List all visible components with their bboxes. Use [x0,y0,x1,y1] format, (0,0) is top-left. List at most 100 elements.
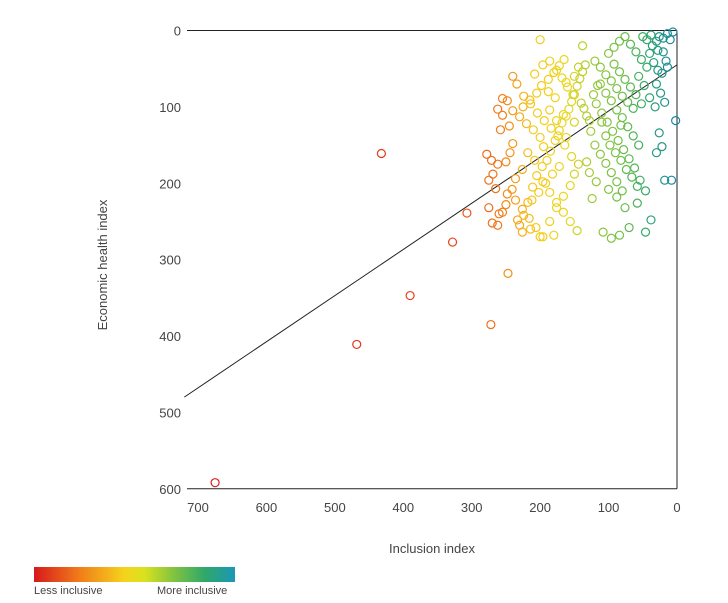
x-tick-label: 700 [187,500,209,515]
data-point [352,339,362,350]
data-point [586,126,596,136]
data-point [558,207,569,217]
data-point [601,131,611,141]
data-point [616,155,626,165]
data-point [551,203,562,213]
y-tick-label: 500 [159,405,181,420]
data-point [545,187,555,198]
data-point [606,233,616,243]
data-point [657,141,667,152]
x-tick-label: 200 [529,500,551,515]
data-point [588,90,599,100]
data-point [617,91,627,101]
data-point [537,161,547,172]
data-point [620,32,630,42]
data-point [634,71,644,81]
data-point [636,54,647,65]
data-point [210,478,220,488]
data-point [623,97,633,107]
data-point [624,154,634,164]
data-point [508,71,518,81]
data-point [614,67,625,77]
data-point [587,193,597,204]
data-point [606,96,616,106]
data-point [577,41,588,51]
data-point [610,148,621,158]
x-tick-label: 500 [324,500,346,515]
data-point [561,77,571,88]
data-point [646,30,656,40]
data-point [517,227,527,237]
data-point [651,79,662,89]
data-point [654,128,664,138]
data-point [572,81,582,91]
data-point [541,178,551,188]
data-point [582,157,592,167]
data-point [558,191,569,201]
data-point [508,106,518,116]
data-point [503,268,513,278]
data-point [543,74,553,84]
data-point [524,213,534,223]
data-point [519,91,529,101]
data-point [609,42,619,52]
data-point [528,182,538,192]
data-point [545,56,555,66]
data-point [525,99,536,109]
data-point [523,148,533,158]
data-point [497,110,508,120]
data-point [510,195,521,205]
data-point [666,175,677,185]
data-point [539,116,549,126]
data-point [601,158,611,169]
data-point [572,226,582,236]
x-tick-label: 0 [673,500,680,515]
data-point [462,208,472,218]
data-point [562,82,573,92]
data-point [634,140,644,150]
data-point [649,57,659,68]
data-point [504,121,514,131]
y-tick-label: 100 [159,100,181,115]
data-point [543,87,553,97]
data-point [554,125,564,136]
data-point [640,227,651,237]
data-point [545,105,555,115]
data-point [527,195,537,205]
data-point [579,103,589,114]
data-point [609,59,619,69]
data-point [617,112,627,123]
data-point [636,99,647,109]
data-point [565,216,575,227]
color-scale-legend [34,567,235,582]
data-point [624,222,634,233]
data-point [593,80,603,91]
data-point [535,35,545,45]
data-point [565,180,575,191]
data-point [595,62,605,72]
data-point [517,204,527,214]
data-point [639,80,649,91]
data-point [619,145,629,155]
data-point [573,159,584,169]
data-point [538,232,548,242]
data-point [538,141,549,152]
data-point [590,56,600,66]
data-point [521,119,532,129]
data-point [549,230,559,240]
data-point [660,97,670,107]
data-point [493,104,503,114]
data-point [612,192,622,202]
data-point [640,186,651,196]
data-point [561,132,571,143]
data-point [557,118,567,128]
data-point [660,175,670,185]
data-point [614,230,625,240]
data-point [502,96,512,106]
data-point [650,102,660,112]
y-axis-title: Economic health index [95,199,110,330]
data-point [551,65,562,75]
data-point [488,169,498,179]
y-tick-label: 600 [159,482,181,497]
y-tick-label: 300 [159,253,181,268]
